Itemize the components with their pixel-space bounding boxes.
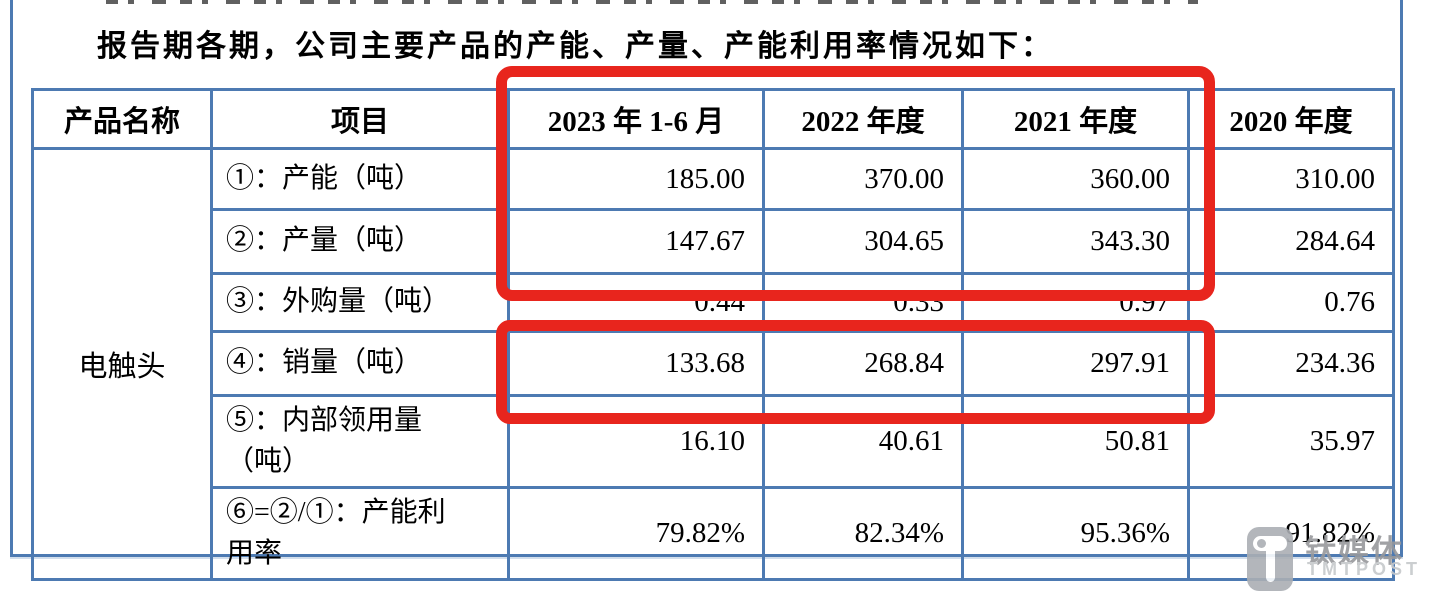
output-2021: 343.30: [961, 208, 1190, 275]
row-internal-use-label: ⑤：内部领用量 （吨）: [210, 393, 510, 490]
table-row: ③：外购量（吨） 0.44 0.33 0.97 0.76: [33, 272, 1395, 333]
table-row: ⑤：内部领用量 （吨） 16.10 40.61 50.81 35.97: [33, 393, 1395, 490]
table-row: ⑥=②/①：产能利 用率 79.82% 82.34% 95.36% 91.82%: [33, 486, 1395, 582]
header-2020: 2020 年度: [1187, 88, 1395, 150]
watermark-brand-text: 钛媒体: [1305, 534, 1404, 569]
internal-use-2023h1: 16.10: [507, 393, 765, 490]
internal-use-2022: 40.61: [762, 393, 964, 490]
product-name-cell: 电触头: [31, 146, 213, 582]
sales-2021: 297.91: [961, 330, 1190, 397]
outsourced-2023h1: 0.44: [507, 272, 765, 333]
capacity-2022: 370.00: [762, 147, 964, 211]
sales-2022: 268.84: [762, 330, 964, 397]
row-capacity-label: ①：产能（吨）: [210, 147, 510, 211]
capacity-2023h1: 185.00: [507, 147, 765, 211]
intro-text: 报告期各期，公司主要产品的产能、产量、产能利用率情况如下：: [97, 30, 1054, 63]
page-border-right: [1400, 0, 1403, 557]
output-2020: 284.64: [1187, 208, 1395, 275]
output-2023h1: 147.67: [507, 208, 765, 275]
header-item: 项目: [210, 88, 510, 150]
utilization-2021: 95.36%: [961, 486, 1190, 582]
capacity-2020: 310.00: [1187, 147, 1395, 211]
sales-2020: 234.36: [1187, 330, 1395, 397]
capacity-table: 产品名称 项目 2023 年 1-6 月 2022 年度 2021 年度 202…: [31, 88, 1395, 582]
sales-2023h1: 133.68: [507, 330, 765, 397]
row-sales-label: ④：销量（吨）: [210, 330, 510, 397]
table-row: 电触头 ①：产能（吨） 185.00 370.00 360.00 310.00: [31, 146, 1395, 582]
tmtpost-logo-icon: [1247, 527, 1293, 591]
table-row: ②：产量（吨） 147.67 304.65 343.30 284.64: [33, 208, 1395, 275]
clipped-text-remnant: [106, 0, 1198, 4]
capacity-2021: 360.00: [961, 147, 1190, 211]
logo-dot: [1257, 539, 1266, 548]
row-outsourced-label: ③：外购量（吨）: [210, 272, 510, 333]
watermark-sub-text: TMTPOST: [1307, 559, 1421, 579]
outsourced-2022: 0.33: [762, 272, 964, 333]
internal-use-2020: 35.97: [1187, 393, 1395, 490]
watermark: 钛媒体 TMTPOST: [1247, 526, 1437, 596]
table-row: ④：销量（吨） 133.68 268.84 297.91 234.36: [33, 330, 1395, 397]
page-border-left: [10, 0, 13, 557]
row-utilization-label: ⑥=②/①：产能利 用率: [210, 486, 510, 582]
utilization-2022: 82.34%: [762, 486, 964, 582]
logo-stem: [1266, 539, 1275, 582]
header-2021: 2021 年度: [961, 88, 1190, 150]
header-2023h1: 2023 年 1-6 月: [507, 88, 765, 150]
row-output-label: ②：产量（吨）: [210, 208, 510, 275]
outsourced-2020: 0.76: [1187, 272, 1395, 333]
internal-use-2021: 50.81: [961, 393, 1190, 490]
header-2022: 2022 年度: [762, 88, 964, 150]
outsourced-2021: 0.97: [961, 272, 1190, 333]
output-2022: 304.65: [762, 208, 964, 275]
header-product-name: 产品名称: [31, 88, 213, 150]
table-header-row: 产品名称 项目 2023 年 1-6 月 2022 年度 2021 年度 202…: [31, 88, 1395, 150]
utilization-2023h1: 79.82%: [507, 486, 765, 582]
